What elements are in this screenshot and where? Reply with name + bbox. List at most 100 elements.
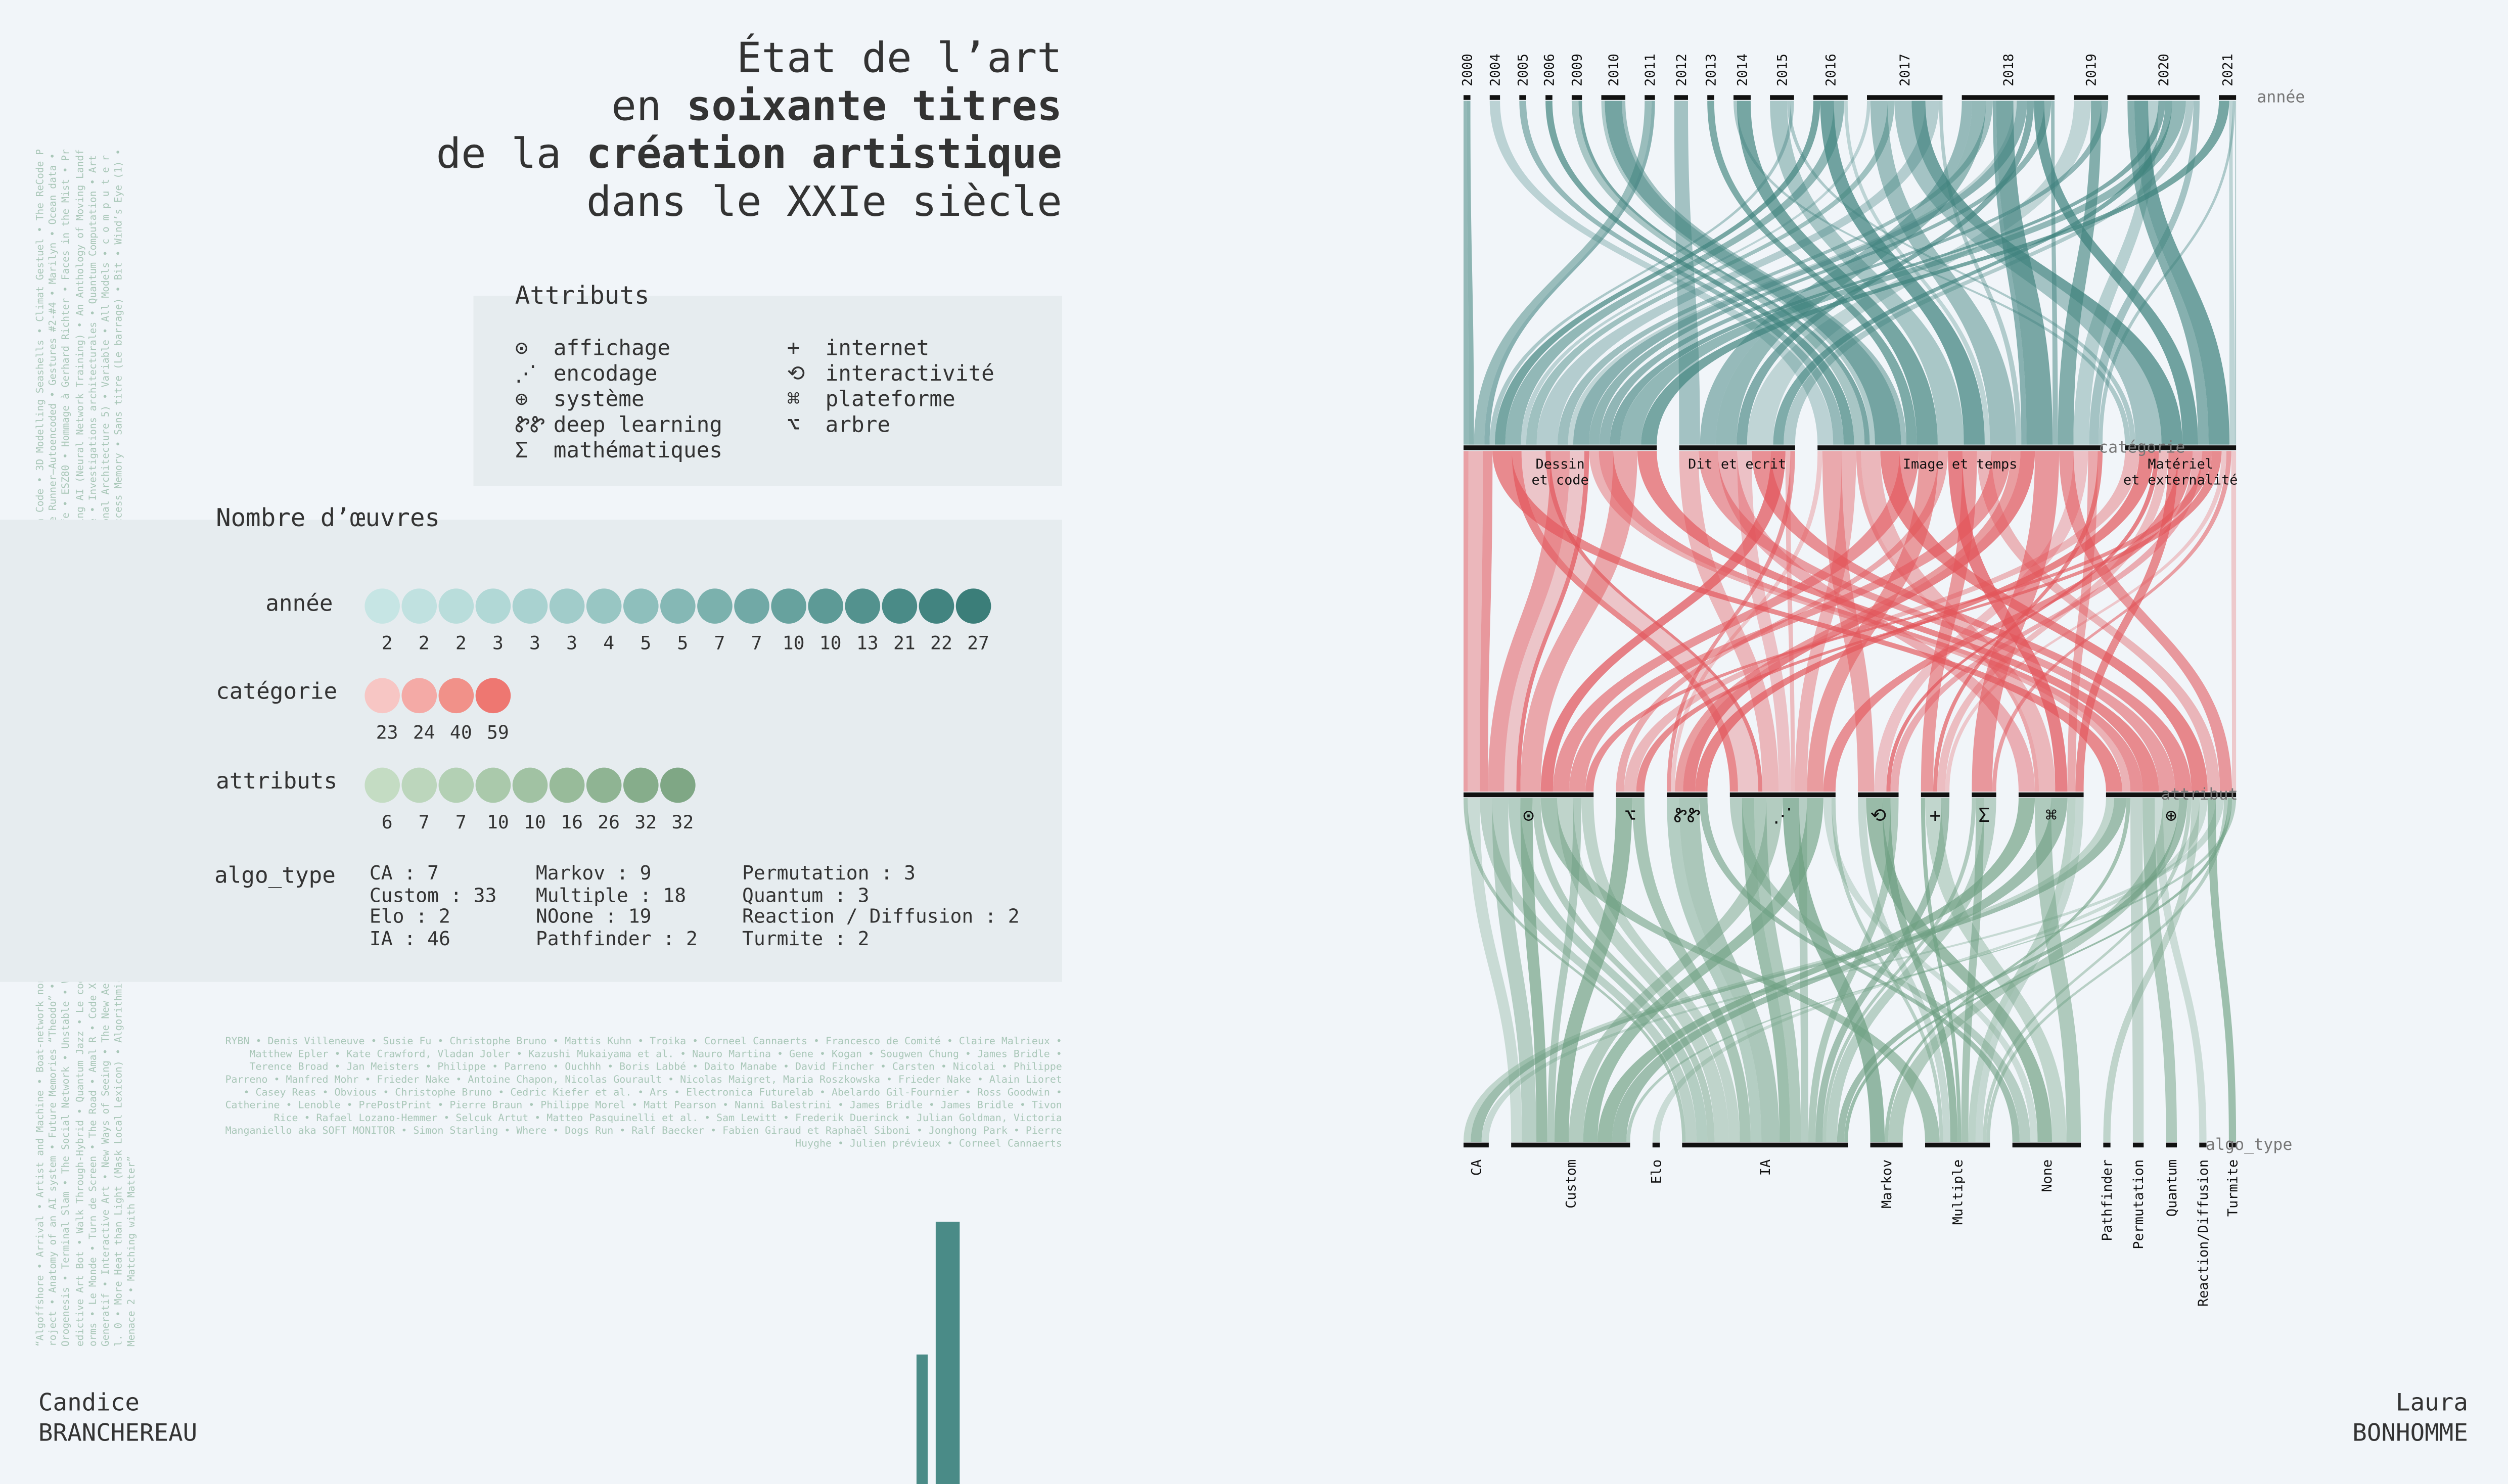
algo-entry: NOone : 19	[535, 905, 652, 928]
sankey-node-label-attribut-2: ᏑᏑ	[1674, 804, 1701, 826]
sankey-labels: 2000 2004 2005 2006 2009 2010 2011 2012 2013 2014…	[1460, 54, 2305, 1307]
sankey-node-0-0	[1463, 95, 1471, 100]
sankey-link-2-8-5	[1986, 798, 2228, 1142]
sankey-link-0-13-2	[2051, 101, 2058, 445]
sankey-link-2-0-1	[1492, 798, 1537, 1142]
sankey-node-2-1	[1616, 792, 1645, 798]
sankey-link-0-0-0	[1467, 101, 1474, 445]
author-right-last: BONHOMME	[2352, 1418, 2468, 1448]
count-bubble-0-10	[734, 588, 769, 624]
count-bubble-0-7	[623, 588, 659, 624]
sankey-node-label-categorie-0: Dessin	[1536, 456, 1585, 472]
sankey-link-0-4-2	[1578, 101, 1870, 445]
sankey-node-label-algo-0: CA	[1469, 1160, 1484, 1176]
author-left-last: BRANCHEREAU	[38, 1418, 198, 1448]
count-bubble-0-2	[438, 588, 474, 624]
bottom-bar-1	[935, 1222, 960, 1484]
algo-entry: IA : 46	[369, 927, 450, 950]
sankey-link-1-2-8	[1977, 451, 2220, 792]
sankey-link-2-3-6	[1823, 798, 2038, 1142]
legend-label: arbre	[825, 412, 891, 438]
sankey-node-label-annee-0: 2000	[1460, 54, 1475, 86]
sankey-node-label-algo-8: Permutation	[2131, 1160, 2147, 1249]
sankey-link-2-8-0	[1463, 798, 2114, 1142]
sankey-link-0-14-2	[2058, 101, 2102, 445]
count-bubble-0-5	[549, 588, 585, 624]
sankey-node-label-annee-5: 2010	[1606, 54, 1622, 86]
sankey-link-1-0-3	[1512, 451, 1738, 792]
count-bubble-2-1	[401, 767, 437, 803]
sankey-link-2-1-1	[1554, 798, 1632, 1142]
sankey-link-2-0-1	[1468, 798, 1522, 1142]
count-value-0-13: 13	[856, 632, 879, 654]
sankey-link-1-0-3	[1545, 451, 1763, 792]
legend-label: mathématiques	[553, 438, 723, 464]
count-value-0-8: 5	[677, 632, 688, 654]
sankey-node-3-7	[2103, 1142, 2111, 1148]
sankey-link-1-3-1	[1636, 451, 2222, 792]
sankey-link-1-0-0	[1480, 451, 1493, 792]
count-bubble-0-8	[660, 588, 696, 624]
sankey-node-2-8	[2106, 792, 2237, 798]
sankey-link-0-15-0	[1620, 101, 2186, 445]
sankey-node-3-0	[1463, 1142, 1489, 1148]
sankey-link-0-15-1	[1773, 101, 2172, 445]
sankey-link-2-4-3	[1808, 798, 1899, 1142]
sankey-node-label-annee-3: 2006	[1541, 54, 1557, 86]
sankey-node-label-algo-2: Elo	[1649, 1160, 1664, 1184]
count-value-0-11: 10	[783, 632, 805, 654]
sankey-link-0-6-0	[1474, 101, 1652, 445]
sankey-link-1-0-3	[1521, 451, 1759, 792]
sankey-link-1-1-0	[1540, 451, 1786, 792]
sankey-node-2-5	[1921, 792, 1950, 798]
sankey-node-label-algo-11: Turmite	[2225, 1160, 2241, 1217]
author-right-first: Laura	[2396, 1388, 2468, 1417]
sankey-link-2-3-1	[1583, 798, 1823, 1142]
sankey-node-0-4	[1571, 95, 1582, 100]
sankey-link-0-13-0	[1568, 101, 2017, 445]
sankey-node-label-annee-15: 2020	[2156, 54, 2172, 86]
count-value-2-4: 10	[524, 811, 546, 833]
count-row-label-categorie: catégorie	[216, 679, 338, 706]
legend-label: internet	[825, 336, 930, 362]
algo-column-3: Permutation : 3 Quantum : 3 Reaction / Dif…	[742, 863, 1020, 951]
sankey-link-1-0-0	[1504, 451, 1584, 792]
sankey-link-0-12-2	[1870, 101, 2016, 445]
sankey-node-3-4	[1870, 1142, 1903, 1148]
legend-item-plateforme: ⌘ plateforme	[787, 387, 994, 413]
count-value-2-6: 26	[598, 811, 620, 833]
count-value-0-12: 10	[819, 632, 842, 654]
count-value-0-3: 3	[492, 632, 504, 654]
count-bubble-0-13	[845, 588, 881, 624]
sankey-link-1-2-8	[1880, 451, 2208, 792]
algo-entry: Pathfinder : 2	[535, 927, 698, 950]
deep-learning-icon: ᏑᏑ	[515, 412, 545, 438]
sankey-link-2-0-3	[1532, 798, 1715, 1142]
sankey-node-1-3	[2125, 445, 2237, 450]
count-bubble-0-1	[401, 588, 437, 624]
legend-label: interactivité	[825, 361, 994, 387]
encoding-icon: ⋰	[515, 361, 537, 387]
sankey-link-0-13-0	[1558, 101, 1993, 445]
author-left: Candice BRANCHEREAU	[38, 1388, 197, 1449]
count-value-0-4: 3	[529, 632, 540, 654]
count-value-1-3: 59	[487, 722, 509, 744]
sankey-node-label-annee-12: 2017	[1897, 54, 1913, 86]
command-icon: ⌘	[787, 387, 800, 413]
title-line-2-pre: en	[611, 83, 687, 131]
count-value-0-7: 5	[640, 632, 651, 654]
sankey-link-2-2-6	[1699, 798, 2020, 1142]
count-value-0-9: 7	[714, 632, 725, 654]
algo-column-2: Markov : 9 Multiple : 18 NOone : 19 Pathfin…	[535, 863, 698, 951]
count-value-2-2: 7	[455, 811, 467, 833]
page-title: État de l’art en soixante titres de la c…	[436, 35, 1062, 227]
sankey-node-2-0	[1463, 792, 1594, 798]
sankey-link-0-14-1	[1747, 101, 2091, 445]
sankey-link-2-8-0	[1471, 798, 2127, 1142]
sankey-link-2-0-1	[1547, 798, 1582, 1142]
sankey-link-2-0-3	[1508, 798, 1708, 1142]
display-icon: ⊙	[515, 336, 528, 362]
sankey-node-label-annee-14: 2019	[2084, 54, 2100, 86]
count-bubble-2-5	[549, 767, 585, 803]
